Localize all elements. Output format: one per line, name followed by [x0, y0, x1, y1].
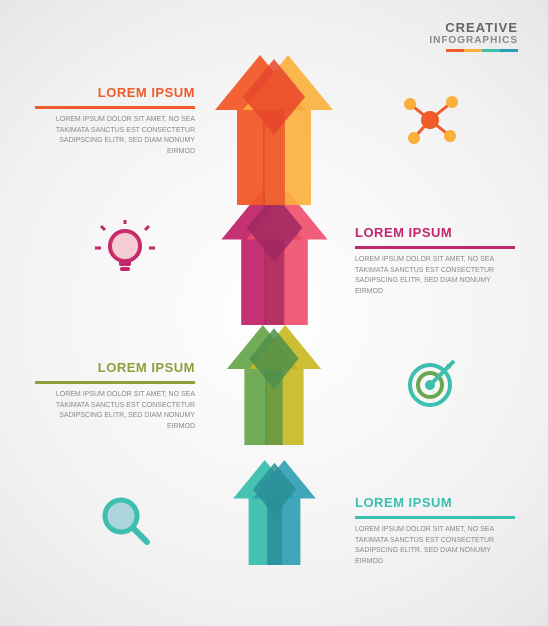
header-color-bar [429, 49, 518, 52]
target-icon [400, 355, 460, 415]
block-body: LOREM IPSUM DOLOR SIT AMET, NO SEA TAKIM… [35, 390, 195, 432]
info-block-4: LOREM IPSUM LOREM IPSUM DOLOR SIT AMET, … [355, 495, 515, 567]
arrow-1 [209, 55, 339, 205]
block-rule [35, 106, 195, 109]
block-title: LOREM IPSUM [35, 360, 195, 375]
header-title-1: CREATIVE [429, 20, 518, 35]
info-block-2: LOREM IPSUM LOREM IPSUM DOLOR SIT AMET, … [355, 225, 515, 297]
header-bar-seg [464, 49, 482, 52]
lightbulb-icon [95, 220, 155, 280]
header-bar-seg [482, 49, 500, 52]
header-title-2: INFOGRAPHICS [429, 35, 518, 46]
block-rule [355, 516, 515, 519]
block-body: LOREM IPSUM DOLOR SIT AMET, NO SEA TAKIM… [35, 115, 195, 157]
block-title: LOREM IPSUM [35, 85, 195, 100]
info-block-3: LOREM IPSUM LOREM IPSUM DOLOR SIT AMET, … [35, 360, 195, 432]
block-rule [35, 381, 195, 384]
block-body: LOREM IPSUM DOLOR SIT AMET, NO SEA TAKIM… [355, 255, 515, 297]
info-block-1: LOREM IPSUM LOREM IPSUM DOLOR SIT AMET, … [35, 85, 195, 157]
block-title: LOREM IPSUM [355, 495, 515, 510]
arrow-4 [229, 460, 320, 565]
block-rule [355, 246, 515, 249]
arrow-3 [222, 325, 326, 445]
magnifier-icon [95, 490, 155, 550]
block-body: LOREM IPSUM DOLOR SIT AMET, NO SEA TAKIM… [355, 525, 515, 567]
block-title: LOREM IPSUM [355, 225, 515, 240]
header-bar-seg [446, 49, 464, 52]
header: CREATIVE INFOGRAPHICS [429, 20, 518, 52]
arrow-2 [216, 190, 333, 325]
header-bar-seg [500, 49, 518, 52]
molecule-icon [400, 90, 460, 150]
